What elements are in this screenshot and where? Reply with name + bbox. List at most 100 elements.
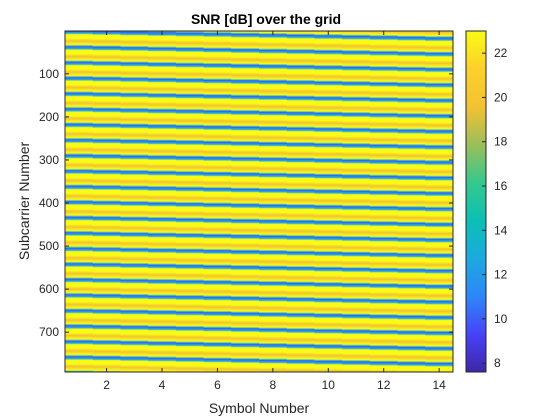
- heatmap-cell: [425, 316, 453, 333]
- heatmap-cell: [259, 189, 288, 206]
- heatmap-cell: [314, 345, 343, 362]
- heatmap-cell: [148, 296, 177, 312]
- heatmap-cell: [425, 347, 453, 364]
- heatmap-cell: [259, 127, 288, 144]
- heatmap-cell: [231, 251, 260, 268]
- heatmap-cell: [342, 82, 371, 99]
- heatmap-cell: [120, 264, 149, 281]
- heatmap-cell: [92, 124, 121, 141]
- heatmap-cell: [425, 301, 453, 318]
- heatmap-cell: [92, 78, 121, 94]
- heatmap-cell: [65, 46, 94, 63]
- heatmap-cell: [286, 143, 315, 160]
- heatmap-cell: [259, 344, 288, 361]
- heatmap-cell: [231, 142, 260, 159]
- heatmap-cell: [231, 313, 260, 330]
- heatmap-cell: [425, 31, 453, 39]
- heatmap-cell: [314, 159, 343, 176]
- heatmap-cell: [397, 161, 426, 178]
- heatmap-cell: [175, 79, 204, 96]
- heatmap-cell: [120, 109, 149, 126]
- heatmap-column: [314, 31, 343, 408]
- heatmap-cell: [369, 67, 398, 84]
- heatmap-cell: [342, 206, 371, 223]
- heatmap-cell: [203, 266, 232, 282]
- heatmap-cell: [286, 345, 315, 362]
- heatmap-cell: [397, 31, 426, 38]
- heatmap-cell: [425, 130, 453, 147]
- heatmap-cell: [369, 315, 398, 332]
- heatmap-cell: [92, 264, 121, 280]
- x-tick-label: 10: [322, 378, 336, 392]
- heatmap-cell: [369, 176, 398, 193]
- heatmap-column: [231, 31, 260, 372]
- heatmap-cell: [65, 201, 94, 218]
- heatmap-cell: [65, 388, 93, 404]
- heatmap-cell: [342, 67, 371, 84]
- heatmap-cell: [286, 159, 315, 176]
- heatmap-cell: [425, 239, 453, 256]
- heatmap-cell: [397, 269, 426, 286]
- heatmap-cell: [314, 82, 343, 99]
- heatmap-column: [286, 31, 315, 392]
- heatmap-cell: [203, 64, 232, 81]
- heatmap-cell: [175, 64, 204, 80]
- heatmap-cell: [120, 342, 149, 358]
- heatmap-cell: [342, 144, 371, 161]
- heatmap-cell: [65, 93, 94, 109]
- colorbar-tick-label: 22: [494, 46, 508, 60]
- heatmap-cell: [425, 363, 453, 372]
- heatmap-cell: [203, 235, 232, 251]
- heatmap-cell: [314, 175, 343, 192]
- heatmap-cell: [92, 248, 121, 265]
- heatmap-cell: [342, 36, 371, 53]
- heatmap-cell: [92, 171, 121, 187]
- heatmap-cell: [425, 208, 453, 225]
- heatmap-cell: [286, 314, 315, 331]
- heatmap-cell: [175, 95, 204, 111]
- heatmap-cell: [397, 52, 426, 69]
- heatmap-cell: [314, 190, 343, 207]
- heatmap-cell: [314, 330, 343, 347]
- y-tick-label: 200: [39, 110, 59, 124]
- heatmap-cell: [259, 329, 288, 346]
- heatmap-cell: [369, 253, 398, 270]
- heatmap-column: [425, 31, 453, 372]
- heatmap-cell: [148, 48, 177, 64]
- y-tick-label: 100: [39, 67, 59, 81]
- heatmap-cell: [203, 297, 232, 313]
- heatmap-cell: [120, 171, 149, 188]
- colorbar-tick-label: 12: [494, 268, 508, 282]
- heatmap-cell: [120, 389, 148, 405]
- heatmap-cell: [314, 314, 343, 331]
- heatmap-cell: [287, 376, 315, 392]
- heatmap-cell: [148, 218, 177, 235]
- heatmap-cell: [398, 394, 426, 410]
- heatmap-cell: [203, 142, 232, 158]
- heatmap-cell: [231, 344, 260, 361]
- heatmap-cell: [342, 237, 371, 254]
- heatmap-cell: [314, 252, 343, 269]
- heatmap-cell: [65, 170, 94, 187]
- heatmap-cell: [231, 111, 260, 128]
- heatmap-cell: [203, 80, 232, 96]
- heatmap-cell: [65, 108, 94, 125]
- heatmap-cell: [175, 203, 204, 220]
- heatmap-cell: [342, 113, 371, 130]
- heatmap-cell: [120, 311, 149, 327]
- heatmap-cell: [259, 360, 288, 372]
- heatmap-cell: [342, 51, 371, 68]
- heatmap-cell: [314, 35, 343, 52]
- heatmap-cell: [397, 331, 426, 348]
- heatmap-cell: [286, 236, 315, 253]
- heatmap-cell: [314, 392, 342, 408]
- heatmap-cell: [65, 31, 94, 32]
- heatmap-column: [342, 31, 371, 372]
- heatmap-cell: [203, 343, 232, 360]
- heatmap-cell: [203, 188, 232, 205]
- heatmap-cell: [175, 172, 204, 189]
- y-tick-label: 500: [39, 239, 59, 253]
- heatmap-cell: [120, 140, 149, 157]
- heatmap-cell: [231, 127, 260, 144]
- heatmap-cell: [397, 192, 426, 209]
